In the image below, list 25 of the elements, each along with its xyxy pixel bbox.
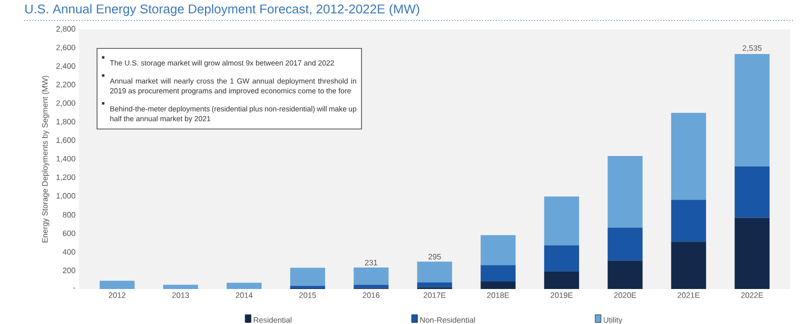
bar <box>671 112 706 200</box>
bar <box>480 281 516 289</box>
bar <box>671 200 706 242</box>
bar <box>480 265 516 282</box>
bar <box>226 282 262 289</box>
bar <box>544 271 580 289</box>
bar <box>480 234 516 266</box>
bar <box>734 166 770 218</box>
bar <box>354 284 389 288</box>
bar <box>671 241 706 289</box>
bar <box>544 245 580 272</box>
bar <box>608 260 643 289</box>
bar <box>354 267 389 285</box>
bar <box>290 268 326 286</box>
bar <box>100 280 135 289</box>
bar <box>417 262 452 282</box>
bar <box>163 284 198 289</box>
bar <box>608 227 643 260</box>
bar <box>544 196 580 246</box>
bar <box>417 282 452 288</box>
bar <box>734 54 770 166</box>
chart-title: U.S. Annual Energy Storage Deployment Forecast, 2012-2022E (MW) <box>25 4 420 16</box>
bar <box>734 218 770 289</box>
bar <box>290 286 326 288</box>
bar <box>608 156 643 228</box>
